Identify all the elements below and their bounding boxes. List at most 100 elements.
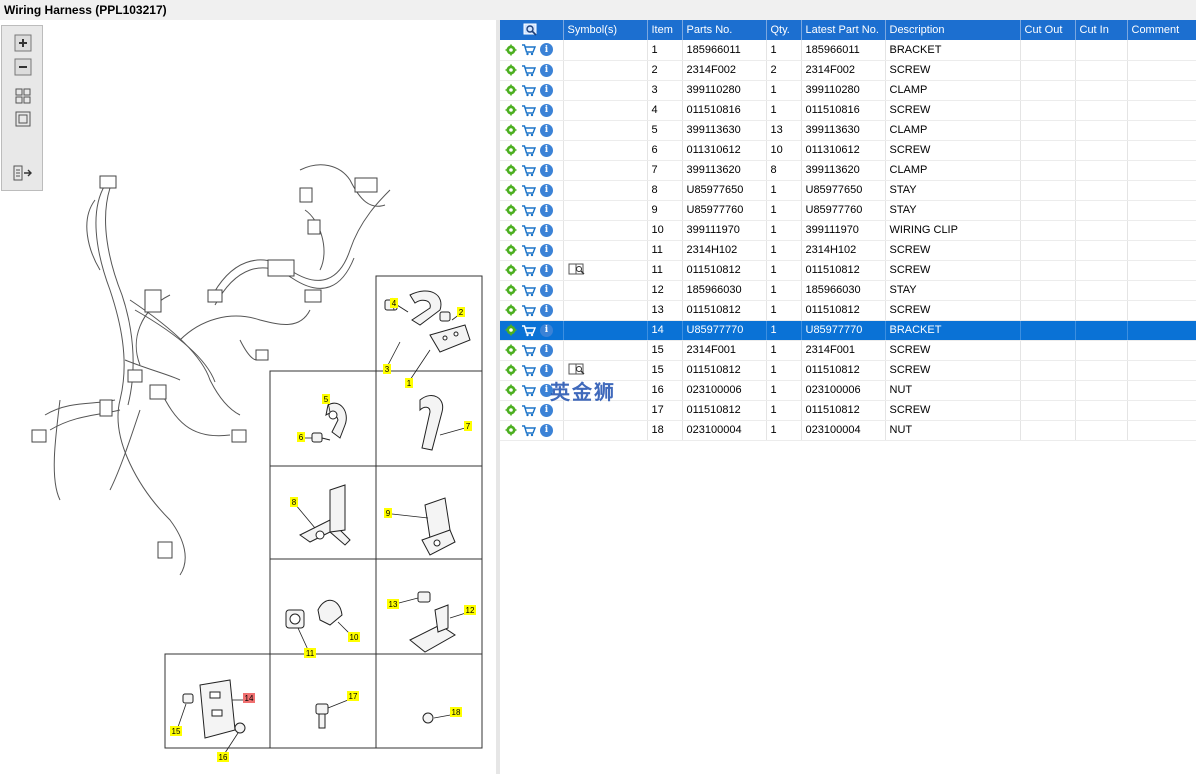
cart-icon[interactable]: [521, 164, 536, 177]
cart-icon[interactable]: [521, 404, 536, 417]
table-row[interactable]: i 16 023100006 1 023100006 NUT: [500, 380, 1196, 401]
gear-icon[interactable]: [505, 404, 517, 416]
info-icon[interactable]: i: [540, 43, 553, 57]
symbol-book-icon[interactable]: [568, 262, 586, 276]
diagram-pane[interactable]: 1 2 3 4 5 6 7 8 9 10 11 12 13 14 15 16 17 18: [0, 20, 496, 774]
gear-icon[interactable]: [505, 144, 517, 156]
table-row[interactable]: i 5 399113630 13 399113630 CLAMP: [500, 120, 1196, 141]
table-row[interactable]: i 15 2314F001 1 2314F001 SCREW: [500, 340, 1196, 361]
callout-13[interactable]: 13: [387, 599, 399, 609]
table-row[interactable]: i 10 399111970 1 399111970 WIRING CLIP: [500, 220, 1196, 241]
cart-icon[interactable]: [521, 304, 536, 317]
info-icon[interactable]: i: [540, 363, 553, 377]
table-row[interactable]: i 7 399113620 8 399113620 CLAMP: [500, 160, 1196, 181]
gear-icon[interactable]: [505, 304, 517, 316]
gear-icon[interactable]: [505, 384, 517, 396]
info-icon[interactable]: i: [540, 303, 553, 317]
table-row[interactable]: i 3 399110280 1 399110280 CLAMP: [500, 80, 1196, 101]
callout-15[interactable]: 15: [170, 726, 182, 736]
cart-icon[interactable]: [521, 424, 536, 437]
fit-all-button[interactable]: [13, 86, 33, 106]
gear-icon[interactable]: [505, 124, 517, 136]
table-row[interactable]: i 12 185966030 1 185966030 STAY: [500, 280, 1196, 301]
cart-icon[interactable]: [521, 84, 536, 97]
pane-splitter[interactable]: [496, 20, 500, 774]
column-header-comment[interactable]: Comment: [1127, 20, 1196, 40]
gear-icon[interactable]: [505, 44, 517, 56]
gear-icon[interactable]: [505, 184, 517, 196]
callout-14[interactable]: 14: [243, 693, 255, 703]
gear-icon[interactable]: [505, 324, 517, 336]
column-header-parts-no[interactable]: Parts No.: [682, 20, 767, 40]
cart-icon[interactable]: [521, 184, 536, 197]
column-header-qty[interactable]: Qty.: [766, 20, 802, 40]
gear-icon[interactable]: [505, 424, 517, 436]
callout-9[interactable]: 9: [384, 508, 392, 518]
cart-icon[interactable]: [521, 264, 536, 277]
zoom-in-button[interactable]: [13, 33, 33, 53]
info-icon[interactable]: i: [540, 343, 553, 357]
table-row[interactable]: i 14 U85977770 1 U85977770 BRACKET: [500, 320, 1196, 341]
table-row[interactable]: i 11 011510812 1 011510812 SCREW: [500, 260, 1196, 281]
callout-1[interactable]: 1: [405, 378, 413, 388]
gear-icon[interactable]: [505, 284, 517, 296]
gear-icon[interactable]: [505, 164, 517, 176]
actual-size-button[interactable]: [13, 109, 33, 129]
table-row[interactable]: i 18 023100004 1 023100004 NUT: [500, 420, 1196, 441]
column-header-cut-in[interactable]: Cut In: [1075, 20, 1128, 40]
cart-icon[interactable]: [521, 244, 536, 257]
cart-icon[interactable]: [521, 384, 536, 397]
column-header-symbols[interactable]: Symbol(s): [563, 20, 648, 40]
cart-icon[interactable]: [521, 144, 536, 157]
info-icon[interactable]: i: [540, 403, 553, 417]
info-icon[interactable]: i: [540, 203, 553, 217]
column-header-description[interactable]: Description: [885, 20, 1021, 40]
callout-5[interactable]: 5: [322, 394, 330, 404]
symbol-book-icon[interactable]: [568, 362, 586, 376]
callout-6[interactable]: 6: [297, 432, 305, 442]
column-header-cut-out[interactable]: Cut Out: [1020, 20, 1076, 40]
callout-16[interactable]: 16: [217, 752, 229, 762]
cart-icon[interactable]: [521, 224, 536, 237]
table-row[interactable]: i 6 011310612 10 011310612 SCREW: [500, 140, 1196, 161]
table-row[interactable]: i 17 011510812 1 011510812 SCREW: [500, 400, 1196, 421]
gear-icon[interactable]: [505, 104, 517, 116]
callout-10[interactable]: 10: [348, 632, 360, 642]
info-icon[interactable]: i: [540, 163, 553, 177]
info-icon[interactable]: i: [540, 83, 553, 97]
cart-icon[interactable]: [521, 324, 536, 337]
table-row[interactable]: i 15 011510812 1 011510812 SCREW: [500, 360, 1196, 381]
callout-3[interactable]: 3: [383, 364, 391, 374]
cart-icon[interactable]: [521, 364, 536, 377]
table-row[interactable]: i 4 011510816 1 011510816 SCREW: [500, 100, 1196, 121]
gear-icon[interactable]: [505, 344, 517, 356]
column-header-actions[interactable]: [500, 20, 564, 40]
table-row[interactable]: i 11 2314H102 1 2314H102 SCREW: [500, 240, 1196, 261]
table-row[interactable]: i 2 2314F002 2 2314F002 SCREW: [500, 60, 1196, 81]
info-icon[interactable]: i: [540, 323, 553, 337]
gear-icon[interactable]: [505, 204, 517, 216]
gear-icon[interactable]: [505, 364, 517, 376]
callout-7[interactable]: 7: [464, 421, 472, 431]
info-icon[interactable]: i: [540, 263, 553, 277]
gear-icon[interactable]: [505, 244, 517, 256]
cart-icon[interactable]: [521, 344, 536, 357]
gear-icon[interactable]: [505, 224, 517, 236]
search-parts-icon[interactable]: [523, 23, 539, 37]
gear-icon[interactable]: [505, 64, 517, 76]
info-icon[interactable]: i: [540, 63, 553, 77]
info-icon[interactable]: i: [540, 223, 553, 237]
info-icon[interactable]: i: [540, 243, 553, 257]
cart-icon[interactable]: [521, 64, 536, 77]
info-icon[interactable]: i: [540, 183, 553, 197]
cart-icon[interactable]: [521, 43, 536, 56]
column-header-item[interactable]: Item: [647, 20, 683, 40]
info-icon[interactable]: i: [540, 283, 553, 297]
column-header-latest-part-no[interactable]: Latest Part No.: [801, 20, 886, 40]
callout-17[interactable]: 17: [347, 691, 359, 701]
callout-4[interactable]: 4: [390, 298, 398, 308]
info-icon[interactable]: i: [540, 143, 553, 157]
gear-icon[interactable]: [505, 264, 517, 276]
export-button[interactable]: [13, 163, 33, 183]
callout-2[interactable]: 2: [457, 307, 465, 317]
